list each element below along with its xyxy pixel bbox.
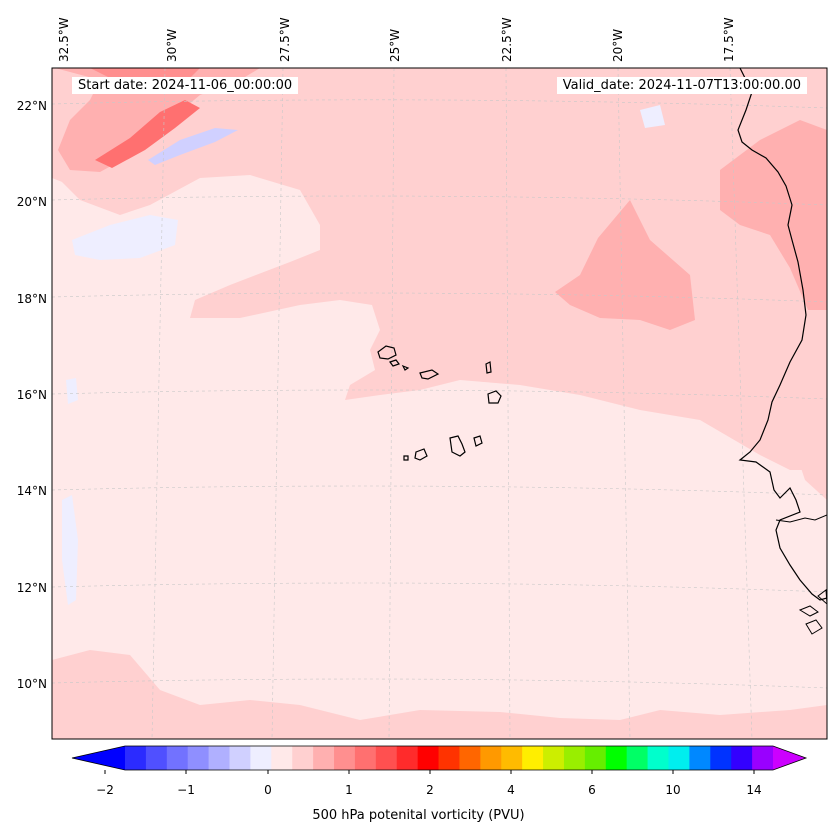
- colorbar-extend-min: [72, 746, 125, 770]
- colorbar-swatch: [166, 746, 189, 770]
- colorbar-tick-label: 10: [665, 783, 680, 797]
- colorbar-swatch: [208, 746, 231, 770]
- colorbar-tick-label: 14: [746, 783, 761, 797]
- pv-contour-medium-east: [555, 200, 695, 330]
- colorbar-swatch: [292, 746, 314, 770]
- colorbar-swatch: [459, 746, 481, 770]
- colorbar-tick-label: 2: [426, 783, 434, 797]
- colorbar-swatch: [668, 746, 690, 770]
- colorbar-swatch: [731, 746, 753, 770]
- map-area: [52, 68, 827, 739]
- lat-label: 10°N: [17, 677, 47, 691]
- colorbar-swatch: [229, 746, 251, 770]
- graticule: [52, 68, 827, 739]
- colorbar-tick-label: 1: [345, 783, 353, 797]
- colorbar-swatch: [334, 746, 356, 770]
- colorbar-tick-label: −2: [96, 783, 114, 797]
- pv-contour-negative-west1: [72, 215, 178, 260]
- lat-label: 22°N: [17, 99, 47, 113]
- lon-label: 30°W: [165, 29, 179, 62]
- lat-label: 12°N: [17, 581, 47, 595]
- colorbar-swatch: [752, 746, 774, 770]
- colorbar-swatch: [354, 746, 377, 770]
- colorbar: [71, 745, 808, 774]
- pv-contour-medium-se: [790, 410, 827, 500]
- colorbar-swatch: [145, 746, 168, 770]
- latitude-labels: 22°N 20°N 18°N 16°N 14°N 12°N 10°N: [17, 99, 47, 691]
- colorbar-swatch: [271, 746, 293, 770]
- cape-verde-islands: [377, 345, 502, 461]
- colorbar-tick-label: 6: [588, 783, 596, 797]
- colorbar-swatch: [563, 746, 586, 770]
- colorbar-swatch: [396, 746, 419, 770]
- colorbar-outline: [71, 745, 808, 771]
- pv-contour-medium-east2: [720, 120, 827, 310]
- map-frame: [51, 67, 828, 740]
- lon-label: 32.5°W: [57, 17, 71, 62]
- colorbar-tick-label: −1: [177, 783, 195, 797]
- colorbar-swatch: [375, 746, 398, 770]
- lat-label: 14°N: [17, 484, 47, 498]
- lon-label: 27.5°W: [278, 17, 292, 62]
- lat-label: 16°N: [17, 388, 47, 402]
- colorbar-swatch: [689, 746, 711, 770]
- colorbar-swatch: [522, 746, 544, 770]
- pv-contour-negative-ne: [640, 105, 665, 128]
- colorbar-title: 500 hPa potenital vorticity (PVU): [312, 808, 525, 823]
- colorbar-extend-max: [773, 746, 806, 770]
- lat-label: 18°N: [17, 292, 47, 306]
- colorbar-swatch: [584, 746, 607, 770]
- colorbar-tick-labels: −2 −1 0 1 2 4 6 10 14: [96, 783, 761, 797]
- colorbar-tick-label: 0: [264, 783, 272, 797]
- colorbar-swatch: [250, 746, 272, 770]
- colorbar-swatch: [417, 746, 440, 770]
- colorbar-swatch: [438, 746, 460, 770]
- colorbar-swatch: [125, 746, 147, 770]
- longitude-labels: 32.5°W 30°W 27.5°W 25°W 22.5°W 20°W 17.5…: [57, 17, 736, 62]
- colorbar-swatch: [187, 746, 210, 770]
- valid-date-label: Valid_date: 2024-11-07T13:00:00.00: [556, 77, 807, 94]
- colorbar-swatch: [501, 746, 523, 770]
- african-coastline: [737, 68, 827, 601]
- pv-contour-light-north: [52, 68, 827, 470]
- lat-label: 20°N: [17, 195, 47, 209]
- lon-label: 20°W: [611, 29, 625, 62]
- colorbar-swatch: [647, 746, 669, 770]
- pv-contour-negative-streak: [148, 128, 238, 165]
- colorbar-swatch: [710, 746, 732, 770]
- colorbar-swatch: [605, 746, 628, 770]
- lon-label: 25°W: [388, 29, 402, 62]
- pv-contour-negative-west3: [66, 378, 78, 404]
- lon-label: 22.5°W: [500, 17, 514, 62]
- pv-contour-negative-west2: [62, 495, 78, 605]
- start-date-label: Start date: 2024-11-06_00:00:00: [72, 77, 299, 94]
- colorbar-tick-label: 4: [507, 783, 515, 797]
- pv-contour-nw-strong: [95, 100, 200, 168]
- coastline-detail-1: [775, 514, 827, 523]
- colorbar-swatch: [626, 746, 649, 770]
- colorbar-swatch: [480, 746, 502, 770]
- lon-label: 17.5°W: [722, 17, 736, 62]
- pv-contour-medium-sw: [52, 650, 827, 739]
- colorbar-swatch: [313, 746, 335, 770]
- colorbar-swatch: [543, 746, 565, 770]
